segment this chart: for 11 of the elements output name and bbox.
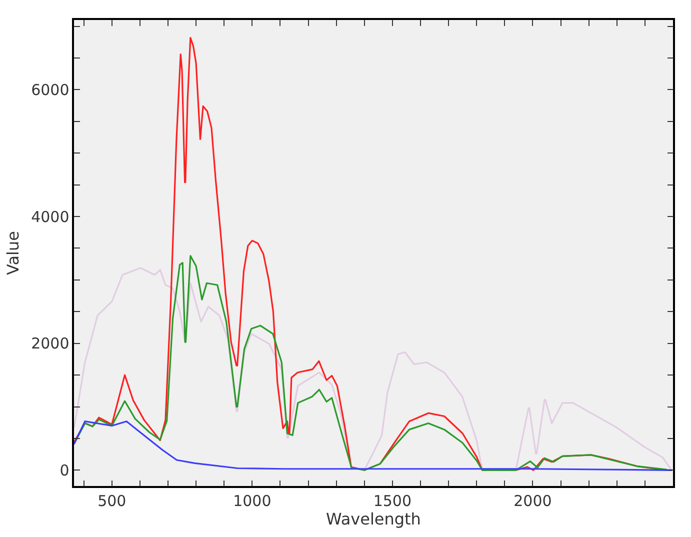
line-series <box>74 420 672 471</box>
y-tick-label: 2000 <box>31 334 70 353</box>
x-axis-title: Wavelength <box>326 510 421 529</box>
y-tick-label: 0 <box>60 461 70 480</box>
y-axis-title: Value <box>3 231 22 275</box>
y-tick-label: 6000 <box>31 80 70 99</box>
x-tick-label: 2000 <box>514 492 552 510</box>
x-tick-label: 1500 <box>373 492 412 510</box>
y-tick-label: 4000 <box>31 208 70 226</box>
x-tick-label: 1000 <box>233 492 272 510</box>
x-tick-label: 500 <box>98 492 126 510</box>
